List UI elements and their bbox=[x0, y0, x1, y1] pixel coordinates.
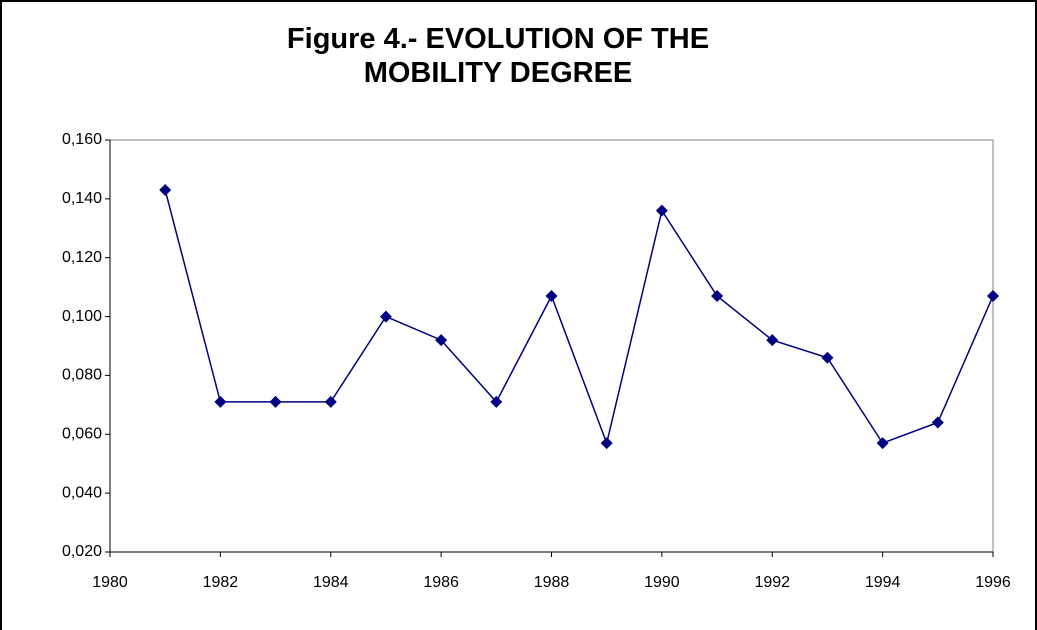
data-point bbox=[269, 395, 282, 408]
data-point bbox=[379, 310, 392, 323]
data-point bbox=[324, 395, 337, 408]
series-line bbox=[164, 189, 994, 446]
y-tick-label: 0,160 bbox=[62, 131, 102, 148]
data-point bbox=[931, 416, 944, 429]
y-tick-label: 0,060 bbox=[62, 426, 102, 443]
data-point bbox=[711, 289, 724, 302]
data-point bbox=[766, 334, 779, 347]
plot-area bbox=[109, 139, 994, 553]
data-point bbox=[545, 289, 558, 302]
x-tick-label: 1982 bbox=[203, 574, 239, 591]
x-tick-label: 1992 bbox=[754, 574, 790, 591]
y-tick-label: 0,100 bbox=[62, 308, 102, 325]
data-point bbox=[600, 437, 613, 450]
x-tick-label: 1996 bbox=[975, 574, 1011, 591]
x-tick-label: 1994 bbox=[865, 574, 901, 591]
y-tick-label: 0,040 bbox=[62, 484, 102, 501]
data-point bbox=[876, 437, 889, 450]
data-point bbox=[987, 289, 999, 302]
y-tick-label: 0,140 bbox=[62, 190, 102, 207]
data-point bbox=[159, 184, 172, 197]
x-tick-label: 1990 bbox=[644, 574, 680, 591]
x-tick-label: 1980 bbox=[92, 574, 128, 591]
y-tick-label: 0,080 bbox=[62, 367, 102, 384]
data-point bbox=[490, 395, 503, 408]
x-tick-label: 1988 bbox=[534, 574, 570, 591]
y-tick-label: 0,120 bbox=[62, 249, 102, 266]
chart-title: Figure 4.- EVOLUTION OF THE MOBILITY DEG… bbox=[286, 23, 710, 89]
x-tick-label: 1986 bbox=[423, 574, 459, 591]
x-tick-label: 1984 bbox=[313, 574, 349, 591]
data-point bbox=[655, 204, 668, 217]
data-point bbox=[214, 395, 227, 408]
y-tick-label: 0,020 bbox=[62, 543, 102, 560]
data-point bbox=[821, 351, 834, 364]
data-point bbox=[435, 334, 448, 347]
